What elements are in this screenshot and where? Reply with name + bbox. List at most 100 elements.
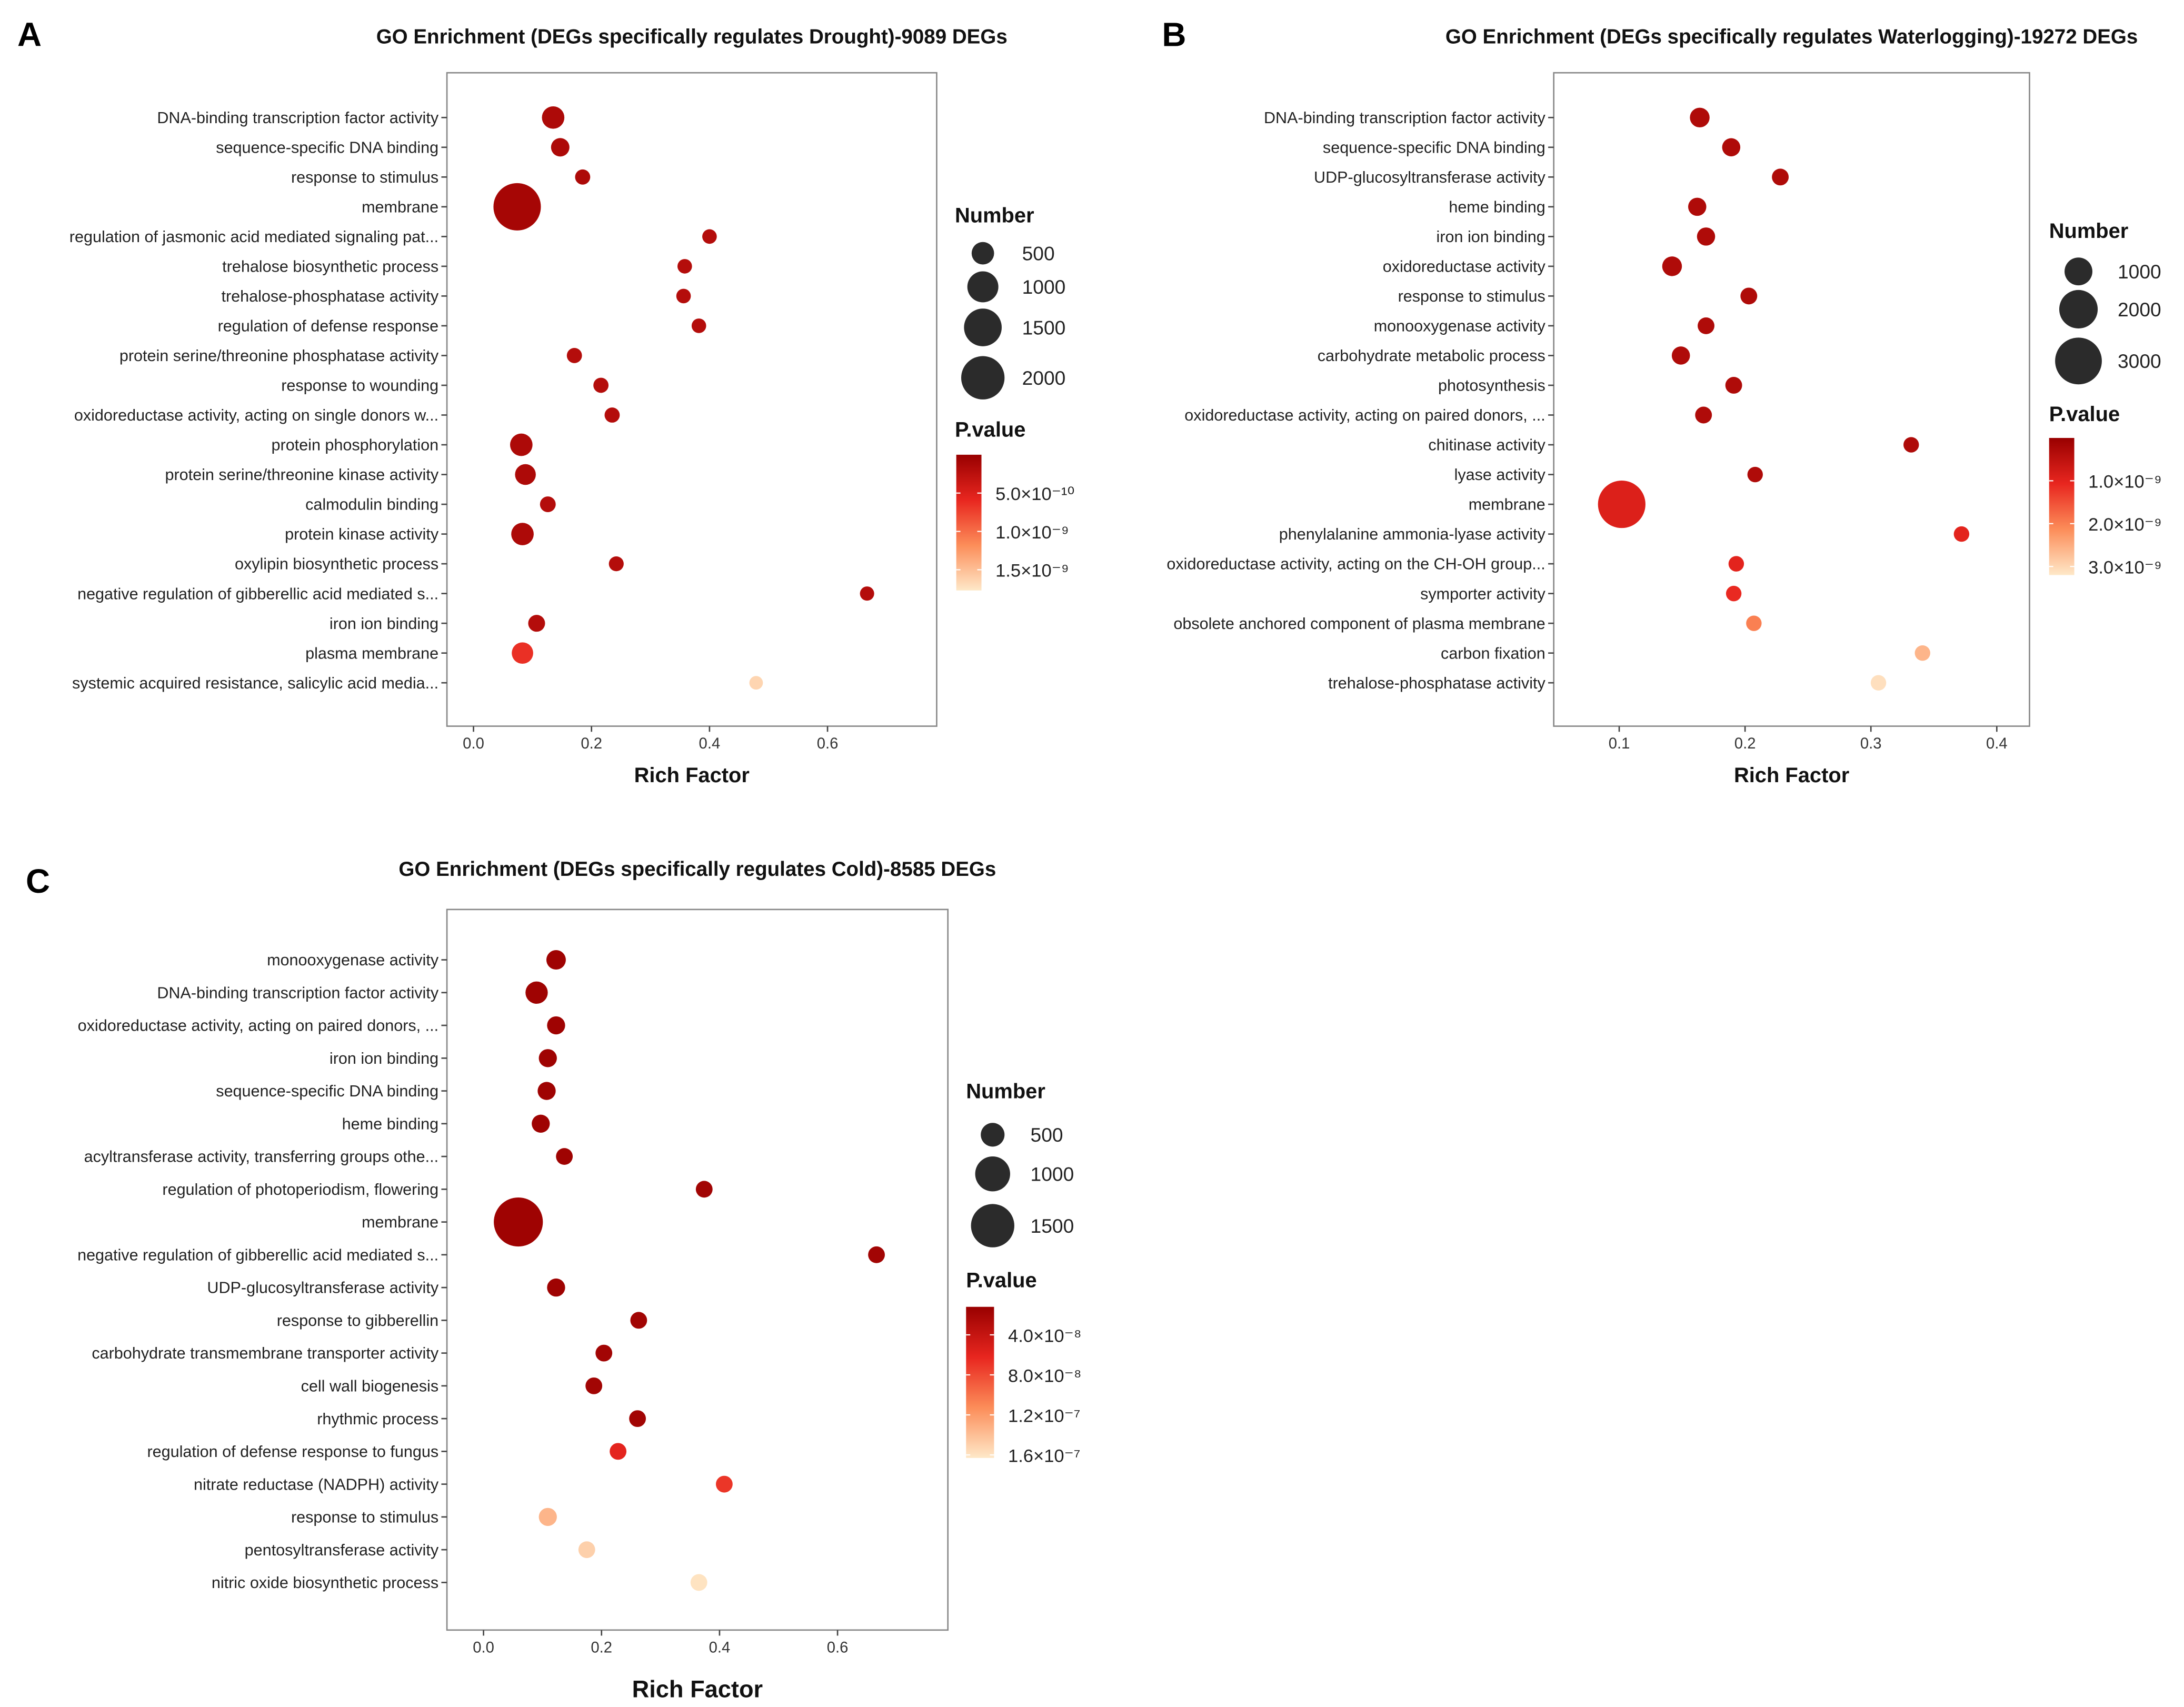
data-point xyxy=(493,183,541,231)
y-tick-label: pentosyltransferase activity xyxy=(245,1541,439,1559)
y-tick-label: sequence-specific DNA binding xyxy=(216,138,438,156)
panel-label: B xyxy=(1162,16,1186,54)
color-legend-label: 5.0×10⁻¹⁰ xyxy=(995,484,1074,504)
panel-b: B GO Enrichment (DEGs specifically regula… xyxy=(1162,16,2161,787)
size-legend-dot xyxy=(2055,337,2102,385)
data-point xyxy=(749,676,763,690)
y-tick-label: protein serine/threonine kinase activity xyxy=(165,466,439,484)
data-point xyxy=(1728,556,1744,572)
size-legend-title: Number xyxy=(2049,219,2129,243)
data-point xyxy=(1690,107,1710,128)
x-tick-label: 0.6 xyxy=(817,735,839,752)
data-point xyxy=(610,1443,627,1460)
y-tick-label: symporter activity xyxy=(1420,585,1545,603)
data-point xyxy=(629,1410,646,1428)
y-tick-label: sequence-specific DNA binding xyxy=(1323,138,1545,156)
size-legend-label: 2000 xyxy=(2118,298,2161,321)
y-tick-label: oxylipin biosynthetic process xyxy=(235,555,438,573)
x-axis-title: Rich Factor xyxy=(1734,764,1849,787)
x-tick-label: 0.2 xyxy=(581,735,602,752)
x-tick-label: 0.1 xyxy=(1609,735,1630,752)
size-legend-label: 3000 xyxy=(2118,350,2161,372)
size-legend-label: 1000 xyxy=(1022,276,1066,298)
data-point xyxy=(1914,645,1930,661)
data-point xyxy=(532,1114,550,1133)
data-point xyxy=(525,981,548,1004)
y-tick-label: DNA-binding transcription factor activit… xyxy=(157,109,439,127)
panel-a: A GO Enrichment (DEGs specifically regula… xyxy=(17,16,1074,787)
size-legend-label: 1500 xyxy=(1022,316,1066,338)
x-tick-label: 0.2 xyxy=(591,1639,612,1656)
y-tick-label: response to stimulus xyxy=(291,1509,438,1526)
data-point xyxy=(547,1278,565,1297)
y-tick-label: regulation of defense response to fungus xyxy=(147,1443,438,1461)
y-tick-label: regulation of jasmonic acid mediated sig… xyxy=(69,228,438,246)
size-legend-label: 2000 xyxy=(1022,367,1066,389)
data-point xyxy=(566,348,582,363)
x-tick-label: 0.4 xyxy=(709,1639,731,1656)
y-tick-label: heme binding xyxy=(342,1115,438,1133)
y-tick-label: nitrate reductase (NADPH) activity xyxy=(194,1475,439,1493)
data-point xyxy=(702,229,717,244)
x-tick-label: 0.2 xyxy=(1734,735,1756,752)
size-legend-dot xyxy=(971,242,994,265)
size-legend-title: Number xyxy=(966,1080,1045,1103)
size-legend-dot xyxy=(971,1204,1014,1247)
x-axis-title: Rich Factor xyxy=(632,1675,763,1702)
data-point xyxy=(1903,437,1919,453)
size-legend-dot xyxy=(2059,290,2098,329)
color-bar xyxy=(956,454,982,591)
color-bar xyxy=(2049,438,2075,575)
panel-label: C xyxy=(26,862,50,900)
data-point xyxy=(585,1377,603,1394)
size-legend-dot xyxy=(961,356,1005,400)
data-point xyxy=(1870,675,1887,691)
x-axis-title: Rich Factor xyxy=(634,764,750,787)
y-tick-label: response to stimulus xyxy=(1398,287,1545,305)
size-legend-dot xyxy=(975,1156,1010,1192)
panel-c: C GO Enrichment (DEGs specifically regula… xyxy=(26,858,1081,1702)
y-tick-label: regulation of photoperiodism, flowering xyxy=(162,1181,438,1199)
data-point xyxy=(860,586,874,601)
color-bar xyxy=(966,1306,994,1458)
data-point xyxy=(595,1344,613,1362)
data-point xyxy=(1740,287,1758,305)
x-tick-label: 0.4 xyxy=(1986,735,2008,752)
color-legend-label: 1.5×10⁻⁹ xyxy=(995,561,1069,581)
y-tick-label: trehalose-phosphatase activity xyxy=(1328,674,1545,692)
y-tick-label: iron ion binding xyxy=(330,615,438,633)
size-legend-label: 1000 xyxy=(2118,261,2161,283)
y-tick-label: calmodulin binding xyxy=(305,496,438,514)
data-point xyxy=(556,1148,573,1165)
y-tick-label: monooxygenase activity xyxy=(267,951,439,969)
panel-label: A xyxy=(17,16,42,54)
y-tick-label: carbohydrate transmembrane transporter a… xyxy=(92,1344,438,1362)
y-tick-label: chitinase activity xyxy=(1428,436,1545,454)
data-point xyxy=(512,642,533,664)
size-legend-label: 500 xyxy=(1022,242,1055,264)
color-legend-label: 4.0×10⁻⁸ xyxy=(1008,1326,1081,1346)
y-tick-label: regulation of defense response xyxy=(218,317,438,335)
data-point xyxy=(1688,197,1707,216)
y-tick-label: membrane xyxy=(362,1213,438,1231)
y-tick-label: DNA-binding transcription factor activit… xyxy=(157,984,439,1002)
data-point xyxy=(538,1508,557,1526)
size-legend-dot xyxy=(967,271,999,303)
y-tick-label: heme binding xyxy=(1449,198,1545,216)
data-point xyxy=(1772,168,1789,186)
color-legend-title: P.value xyxy=(955,418,1025,441)
y-tick-label: photosynthesis xyxy=(1438,377,1545,395)
y-tick-label: negative regulation of gibberellic acid … xyxy=(77,585,438,603)
y-tick-label: trehalose biosynthetic process xyxy=(222,258,438,276)
data-point xyxy=(593,377,609,393)
data-point xyxy=(494,1197,543,1247)
y-tick-label: oxidoreductase activity xyxy=(1383,258,1546,276)
data-point xyxy=(1697,227,1716,246)
y-tick-label: negative regulation of gibberellic acid … xyxy=(77,1246,438,1264)
data-point xyxy=(1722,138,1741,157)
plot-frame xyxy=(1553,72,2030,727)
y-tick-label: carbohydrate metabolic process xyxy=(1318,347,1545,365)
data-point xyxy=(1671,346,1690,365)
size-legend-dot xyxy=(981,1123,1005,1147)
